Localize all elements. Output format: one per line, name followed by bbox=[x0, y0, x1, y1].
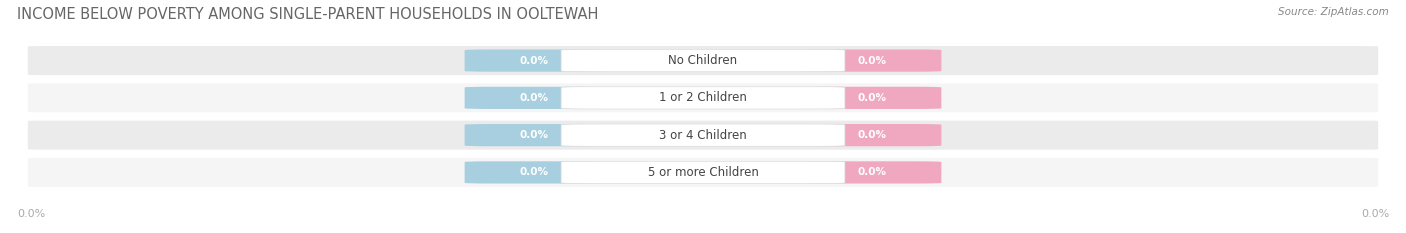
FancyBboxPatch shape bbox=[561, 161, 845, 184]
FancyBboxPatch shape bbox=[803, 49, 942, 72]
Text: 0.0%: 0.0% bbox=[520, 130, 548, 140]
Text: INCOME BELOW POVERTY AMONG SINGLE-PARENT HOUSEHOLDS IN OOLTEWAH: INCOME BELOW POVERTY AMONG SINGLE-PARENT… bbox=[17, 7, 598, 22]
Text: 0.0%: 0.0% bbox=[858, 93, 886, 103]
FancyBboxPatch shape bbox=[464, 161, 603, 184]
FancyBboxPatch shape bbox=[561, 124, 845, 146]
FancyBboxPatch shape bbox=[464, 124, 603, 146]
Text: 0.0%: 0.0% bbox=[520, 56, 548, 65]
FancyBboxPatch shape bbox=[28, 121, 1378, 150]
Text: 0.0%: 0.0% bbox=[1361, 209, 1389, 219]
FancyBboxPatch shape bbox=[464, 49, 603, 72]
FancyBboxPatch shape bbox=[803, 87, 942, 109]
Text: 0.0%: 0.0% bbox=[858, 130, 886, 140]
Text: 5 or more Children: 5 or more Children bbox=[648, 166, 758, 179]
FancyBboxPatch shape bbox=[464, 87, 603, 109]
Text: Source: ZipAtlas.com: Source: ZipAtlas.com bbox=[1278, 7, 1389, 17]
Text: 1 or 2 Children: 1 or 2 Children bbox=[659, 91, 747, 104]
Text: 3 or 4 Children: 3 or 4 Children bbox=[659, 129, 747, 142]
FancyBboxPatch shape bbox=[803, 161, 942, 184]
Text: 0.0%: 0.0% bbox=[858, 56, 886, 65]
Text: 0.0%: 0.0% bbox=[17, 209, 45, 219]
FancyBboxPatch shape bbox=[561, 87, 845, 109]
FancyBboxPatch shape bbox=[561, 49, 845, 72]
FancyBboxPatch shape bbox=[28, 46, 1378, 75]
Text: 0.0%: 0.0% bbox=[520, 168, 548, 177]
Text: No Children: No Children bbox=[668, 54, 738, 67]
FancyBboxPatch shape bbox=[28, 83, 1378, 112]
FancyBboxPatch shape bbox=[28, 158, 1378, 187]
Text: 0.0%: 0.0% bbox=[858, 168, 886, 177]
FancyBboxPatch shape bbox=[803, 124, 942, 146]
Text: 0.0%: 0.0% bbox=[520, 93, 548, 103]
